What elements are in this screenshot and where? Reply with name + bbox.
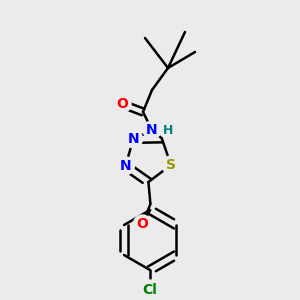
Circle shape [162,156,180,174]
Text: N: N [128,132,140,146]
Circle shape [140,280,160,300]
Text: Cl: Cl [142,283,158,297]
Circle shape [134,215,152,233]
Circle shape [116,157,134,175]
Text: O: O [116,97,128,111]
Circle shape [124,130,142,148]
Text: N: N [119,159,131,173]
Circle shape [143,121,161,139]
Circle shape [113,95,131,113]
Circle shape [160,122,176,138]
Text: S: S [166,158,176,172]
Text: N: N [146,123,158,137]
Text: O: O [136,217,148,231]
Text: H: H [163,124,173,136]
